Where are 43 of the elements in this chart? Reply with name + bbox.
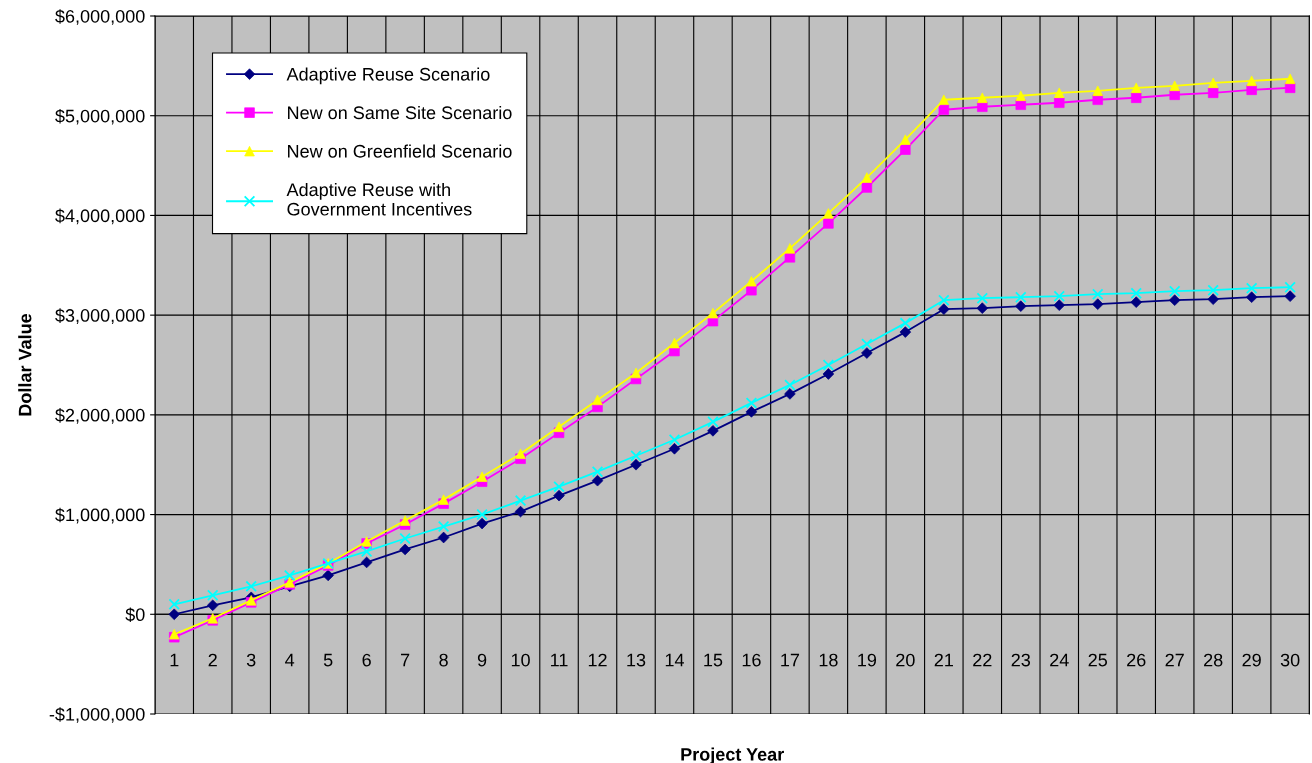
x-tick-label: 20 [896, 653, 915, 667]
x-tick-label: 8 [439, 653, 448, 667]
x-tick-label: 24 [1050, 653, 1069, 667]
x-tick-label: 22 [973, 653, 992, 667]
x-tick-label: 30 [1280, 653, 1300, 667]
x-tick-label: 14 [665, 653, 684, 667]
y-tick-label: $4,000,000 [55, 208, 145, 225]
x-tick-label: 3 [246, 653, 256, 667]
legend-label: New on Same Site Scenario [288, 105, 512, 120]
x-tick-label: 9 [477, 653, 487, 667]
y-tick-label: $3,000,000 [55, 308, 145, 324]
y-tick-label: $0 [125, 607, 145, 623]
x-tick-label: 26 [1127, 653, 1146, 667]
legend-label: Adaptive Reuse Scenario [286, 67, 490, 85]
x-tick-label: 18 [819, 653, 838, 667]
y-tick-label: $1,000,000 [55, 507, 145, 524]
x-tick-label: 21 [934, 653, 953, 667]
x-tick-label: 4 [285, 653, 295, 667]
y-tick-label: $5,000,000 [55, 108, 145, 125]
x-tick-label: 28 [1204, 653, 1223, 667]
x-tick-label: 10 [511, 653, 530, 667]
x-tick-label: 7 [401, 653, 410, 667]
x-tick-label: 17 [781, 653, 800, 667]
x-tick-label: 19 [858, 653, 877, 667]
x-tick-label: 25 [1088, 653, 1108, 667]
y-tick-label: $6,000,000 [55, 9, 145, 25]
x-tick-label: 1 [170, 653, 179, 667]
y-tick-label: -$1,000,000 [49, 707, 145, 723]
x-tick-label: 15 [704, 653, 723, 667]
x-tick-label: 16 [742, 653, 761, 667]
x-tick-label: 13 [627, 653, 646, 667]
y-axis-title: Dollar Value [18, 313, 32, 416]
x-tick-label: 2 [208, 653, 217, 667]
legend-label: Adaptive Reuse with Government Incentives [286, 182, 472, 216]
x-tick-label: 27 [1165, 653, 1184, 667]
x-tick-label: 12 [588, 653, 607, 667]
x-tick-label: 5 [323, 653, 333, 667]
x-tick-label: 23 [1011, 653, 1031, 667]
y-tick-label: $2,000,000 [55, 408, 145, 424]
x-tick-label: 11 [551, 653, 568, 667]
legend-label: New on Greenfield Scenario [288, 144, 512, 158]
x-tick-label: 6 [362, 653, 371, 667]
x-tick-label: 29 [1242, 653, 1261, 667]
